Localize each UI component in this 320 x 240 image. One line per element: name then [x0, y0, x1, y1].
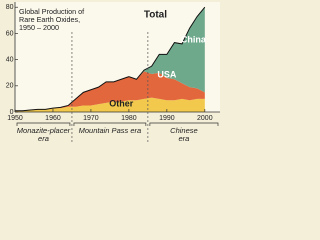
area	[15, 71, 205, 111]
era-bracket	[73, 122, 147, 126]
x-tick-label: 1990	[159, 115, 175, 122]
area	[15, 97, 205, 112]
y-tick-label: 0	[10, 109, 14, 116]
area	[15, 7, 205, 111]
y-tick-label: 40	[6, 56, 14, 63]
chart-title: 1950 – 2000	[19, 23, 59, 32]
era-label: era	[179, 134, 190, 142]
y-tick-label: 60	[6, 30, 14, 37]
x-tick-label: 1980	[121, 115, 137, 122]
x-tick-label: 1950	[7, 115, 23, 122]
series-label: China	[181, 34, 207, 44]
era-bracket	[16, 122, 71, 126]
chart-title: Global Production of	[19, 7, 84, 16]
x-tick-label: 1970	[83, 115, 99, 122]
total-line	[15, 6, 206, 112]
era-bracket	[149, 122, 219, 126]
y-tick-label: 80	[6, 4, 14, 11]
era-label: Mountain Pass era	[79, 126, 142, 135]
series-label: USA	[157, 70, 177, 80]
chart-title: Rare Earth Oxides,	[19, 15, 80, 24]
x-tick-label: 2000	[197, 115, 213, 122]
total-label: Total	[144, 10, 167, 21]
era-label: era	[38, 134, 49, 142]
y-tick-label: 20	[6, 83, 14, 90]
chart: 0 20 40 60 80 1950 1960 1970 1980 1990 2000 Global …	[6, 2, 220, 142]
era-label: Monazite-placer	[17, 126, 71, 135]
era-label: Chinese	[170, 126, 198, 135]
x-tick-label: 1960	[45, 115, 61, 122]
series-label: Other	[109, 99, 134, 109]
